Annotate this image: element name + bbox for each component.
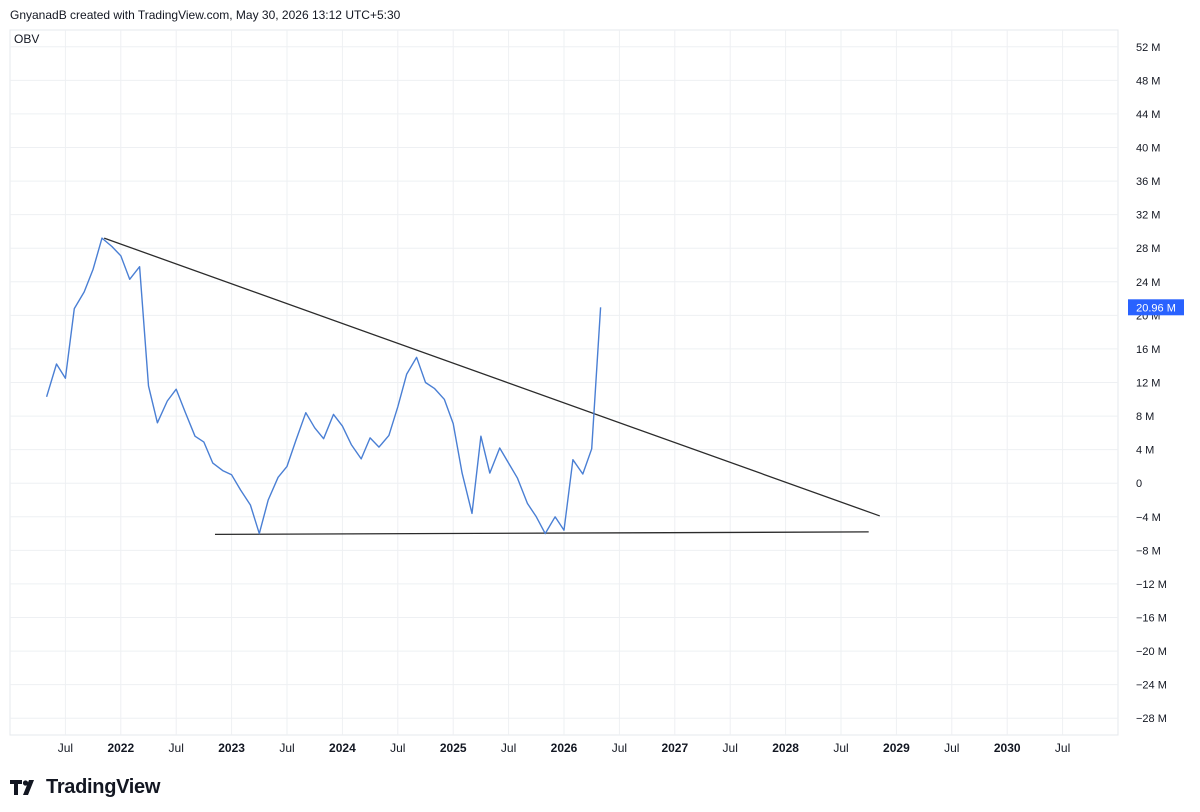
x-tick-label: 2022	[107, 741, 134, 755]
x-tick-label: Jul	[279, 741, 294, 755]
obv-chart[interactable]: 52 M48 M44 M40 M36 M32 M28 M24 M20 M16 M…	[0, 0, 1200, 770]
x-tick-label: Jul	[169, 741, 184, 755]
tradingview-footer[interactable]: TradingView	[10, 774, 160, 800]
chart-grid	[9, 29, 1119, 736]
y-tick-label: 40 M	[1136, 143, 1160, 155]
trendlines	[103, 237, 880, 536]
x-tick-label: 2027	[661, 741, 688, 755]
x-tick-label: Jul	[723, 741, 738, 755]
y-tick-label: −20 M	[1136, 646, 1167, 658]
y-tick-label: −28 M	[1136, 713, 1167, 725]
last-value-badge-group: 20.96 M	[1128, 299, 1184, 316]
x-tick-label: Jul	[390, 741, 405, 755]
x-tick-label: Jul	[612, 741, 627, 755]
x-tick-label: 2030	[994, 741, 1021, 755]
y-tick-label: 44 M	[1136, 109, 1160, 121]
trendline[interactable]	[103, 237, 880, 517]
trendline[interactable]	[214, 531, 869, 536]
indicator-label-obv[interactable]: OBV	[14, 32, 40, 46]
y-tick-label: −8 M	[1136, 545, 1161, 557]
x-tick-label: Jul	[1055, 741, 1070, 755]
x-tick-label: 2026	[551, 741, 578, 755]
y-tick-label: −16 M	[1136, 613, 1167, 625]
y-tick-label: 36 M	[1136, 176, 1160, 188]
y-tick-label: 4 M	[1136, 445, 1154, 457]
time-scale: Jul 2022 Jul 2023 Jul 2024 Jul 2025 Jul 2026 Jul 20…	[58, 741, 1071, 755]
last-value-label: 20.96 M	[1136, 302, 1176, 314]
x-tick-label: Jul	[58, 741, 73, 755]
x-tick-label: 2028	[772, 741, 799, 755]
y-tick-label: 32 M	[1136, 210, 1160, 222]
tradingview-wordmark: TradingView	[46, 775, 161, 798]
y-tick-label: 52 M	[1136, 42, 1160, 54]
y-tick-label: 48 M	[1136, 75, 1160, 87]
y-tick-label: 24 M	[1136, 277, 1160, 289]
y-tick-label: 12 M	[1136, 378, 1160, 390]
y-tick-label: 16 M	[1136, 344, 1160, 356]
obv-series-line[interactable]	[45, 237, 602, 535]
y-tick-label: −12 M	[1136, 579, 1167, 591]
y-tick-label: −4 M	[1136, 512, 1161, 524]
x-tick-label: Jul	[501, 741, 516, 755]
x-tick-label: 2025	[440, 741, 467, 755]
chart-attribution: GnyanadB created with TradingView.com, M…	[10, 8, 401, 22]
y-tick-label: 28 M	[1136, 243, 1160, 255]
x-tick-label: 2024	[329, 741, 356, 755]
x-tick-label: 2029	[883, 741, 910, 755]
y-tick-label: 8 M	[1136, 411, 1154, 423]
price-scale: 52 M48 M44 M40 M36 M32 M28 M24 M20 M16 M…	[1136, 42, 1167, 725]
x-tick-label: 2023	[218, 741, 245, 755]
tradingview-logo-icon	[10, 780, 34, 795]
series-layer	[45, 237, 602, 535]
y-tick-label: 0	[1136, 478, 1142, 490]
last-value-badge	[1128, 299, 1184, 316]
y-tick-label: −24 M	[1136, 680, 1167, 692]
x-tick-label: Jul	[833, 741, 848, 755]
x-tick-label: Jul	[944, 741, 959, 755]
